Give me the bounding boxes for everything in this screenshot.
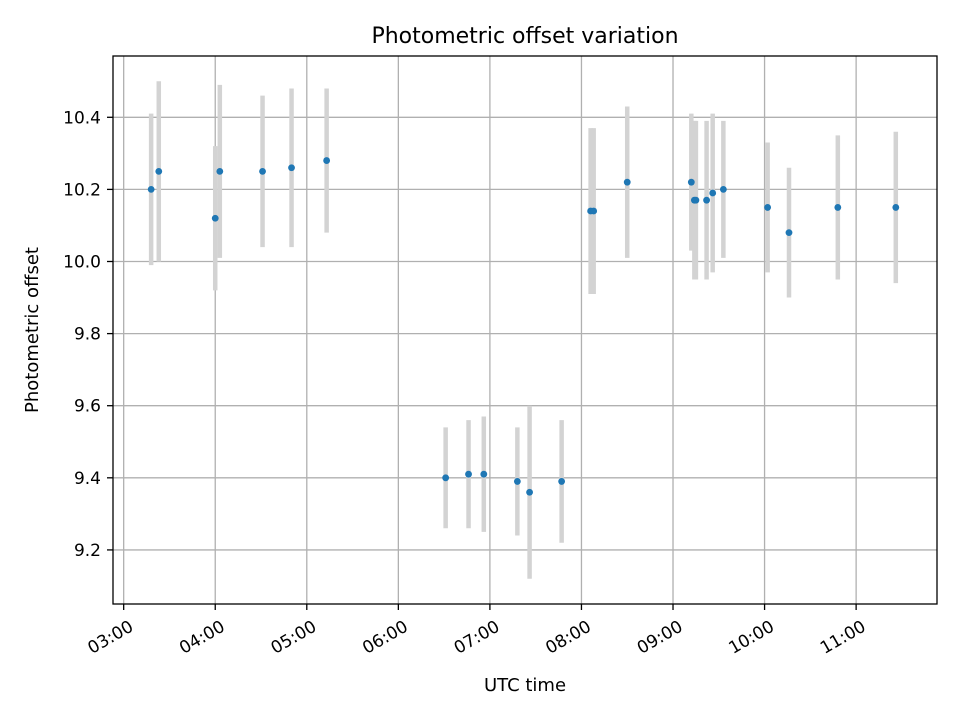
x-tick-label: 10:00 xyxy=(725,617,777,659)
data-point xyxy=(259,167,266,175)
data-point xyxy=(692,196,700,204)
plot-frame xyxy=(112,55,938,605)
chart-title: Photometric offset variation xyxy=(371,24,678,49)
x-tick-label: 07:00 xyxy=(451,617,503,659)
y-tick-label: 9.6 xyxy=(74,397,101,417)
x-tick-label: 03:00 xyxy=(85,617,137,659)
y-tick-label: 10.4 xyxy=(63,108,101,128)
data-point xyxy=(764,204,772,211)
errorbar-layer xyxy=(148,81,899,579)
x-tick-label: 04:00 xyxy=(176,617,228,659)
x-axis-label: UTC time xyxy=(484,675,566,696)
data-point xyxy=(442,474,450,482)
data-point xyxy=(147,185,155,193)
data-point xyxy=(719,185,727,193)
y-axis-label: Photometric offset xyxy=(22,247,43,413)
grid-layer xyxy=(113,56,937,604)
data-point xyxy=(211,214,219,222)
data-point xyxy=(892,204,900,211)
data-point xyxy=(513,478,521,485)
data-point xyxy=(623,178,631,186)
data-point xyxy=(785,229,793,237)
x-tick-label: 05:00 xyxy=(268,617,320,659)
y-tick-label: 9.4 xyxy=(74,469,101,489)
x-tick-label: 11:00 xyxy=(817,617,869,659)
data-point xyxy=(216,167,224,175)
data-point xyxy=(834,204,842,211)
data-point xyxy=(703,196,710,204)
data-point xyxy=(526,488,533,496)
y-tick-label: 9.2 xyxy=(74,541,101,561)
data-point xyxy=(687,178,695,186)
data-point xyxy=(558,478,566,485)
x-tick-label: 09:00 xyxy=(634,617,686,659)
x-tick-label: 08:00 xyxy=(542,617,594,659)
y-tick-label: 10.0 xyxy=(63,253,101,273)
data-point xyxy=(480,470,488,478)
data-point xyxy=(323,157,331,164)
tick-layer: 03:00 04:00 05:00 06:00 07:00 08:00 09:00 10:00… xyxy=(63,108,869,658)
point-layer xyxy=(147,157,900,496)
data-point xyxy=(709,189,717,197)
data-point xyxy=(465,470,472,478)
y-tick-label: 9.8 xyxy=(74,325,101,345)
data-point xyxy=(590,207,598,215)
y-tick-label: 10.2 xyxy=(63,180,101,200)
data-point xyxy=(155,167,163,175)
data-point xyxy=(288,164,295,172)
x-tick-label: 06:00 xyxy=(359,617,411,659)
